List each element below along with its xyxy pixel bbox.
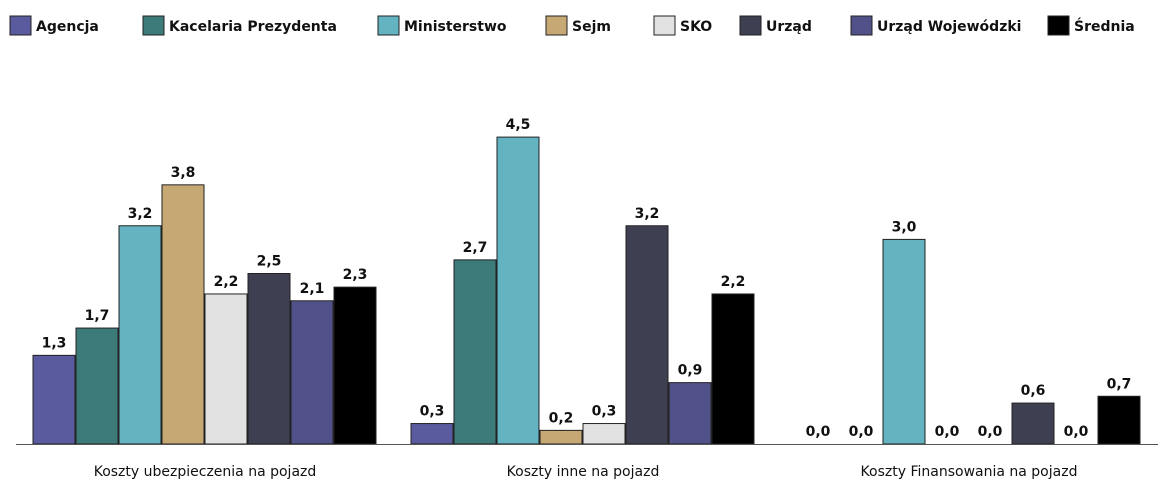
- bar-kacelaria-prezydenta-2: [453, 259, 497, 445]
- data-label-srednia-2: 2,2: [721, 274, 746, 290]
- bar-srednia-1: [333, 286, 377, 445]
- data-label-kacelaria-prezydenta-2: 2,7: [463, 240, 488, 256]
- legend-swatch-ministerstwo: [377, 15, 400, 36]
- legend-label-sejm: Sejm: [572, 19, 611, 35]
- data-label-sejm-1: 3,8: [171, 165, 196, 181]
- data-label-sejm-2: 0,2: [549, 410, 574, 426]
- bar-sko-2: [582, 423, 626, 445]
- bar-sko-1: [204, 293, 248, 445]
- bar-urzad-2: [625, 225, 669, 445]
- legend-label-urzad: Urząd: [766, 19, 812, 35]
- bar-sejm-1: [161, 184, 205, 445]
- legend-swatch-urzad-wojewodzki: [850, 15, 873, 36]
- data-label-agencja-1: 1,3: [42, 335, 67, 351]
- legend-label-srednia: Średnia: [1074, 17, 1135, 35]
- bar-sejm-2: [539, 429, 583, 445]
- data-label-urzad-2: 3,2: [635, 206, 660, 222]
- bar-urzad-wojewodzki-1: [290, 300, 334, 445]
- data-label-urzad-3: 0,6: [1021, 383, 1046, 399]
- category-label-1: Koszty ubezpieczenia na pojazd: [94, 464, 317, 480]
- bar-ministerstwo-3: [882, 238, 926, 445]
- data-label-urzad-wojewodzki-3: 0,0: [1064, 424, 1089, 440]
- bar-agencja-2: [410, 423, 454, 445]
- bar-urzad-wojewodzki-2: [668, 382, 712, 445]
- data-label-kacelaria-prezydenta-1: 1,7: [85, 308, 110, 324]
- legend-swatch-srednia: [1047, 15, 1070, 36]
- bar-urzad-1: [247, 273, 291, 445]
- bar-srednia-3: [1097, 395, 1141, 445]
- bar-srednia-2: [711, 293, 755, 445]
- legend-label-urzad-wojewodzki: Urząd Wojewódzki: [877, 19, 1021, 35]
- legend-swatch-agencja: [9, 15, 32, 36]
- legend: Agencja Kacelaria Prezydenta Ministerstwo S…: [9, 15, 1135, 36]
- category-label-2: Koszty inne na pojazd: [507, 464, 660, 480]
- legend-swatch-sko: [653, 15, 676, 36]
- data-label-srednia-1: 2,3: [343, 267, 368, 283]
- x-axis: Koszty ubezpieczenia na pojazd Koszty inn…: [16, 444, 1158, 480]
- plot-area: 1,3 1,7 3,2 3,8 2,2 2,5 2,1 2,3 0,3 2,7 4,5 0,2 0,3 3…: [32, 117, 1141, 445]
- data-label-agencja-3: 0,0: [806, 424, 831, 440]
- bar-ministerstwo-1: [118, 225, 162, 445]
- data-label-urzad-wojewodzki-1: 2,1: [300, 281, 325, 297]
- legend-swatch-urzad: [739, 15, 762, 36]
- data-label-sko-1: 2,2: [214, 274, 239, 290]
- data-label-ministerstwo-1: 3,2: [128, 206, 153, 222]
- bar-agencja-1: [32, 354, 76, 445]
- bar-urzad-3: [1011, 402, 1055, 445]
- legend-label-ministerstwo: Ministerstwo: [404, 19, 507, 35]
- data-label-sko-3: 0,0: [978, 424, 1003, 440]
- data-label-ministerstwo-3: 3,0: [892, 219, 917, 235]
- data-label-agencja-2: 0,3: [420, 404, 445, 420]
- legend-swatch-kacelaria-prezydenta: [142, 15, 165, 36]
- data-label-urzad-wojewodzki-2: 0,9: [678, 363, 703, 379]
- data-label-sejm-3: 0,0: [935, 424, 960, 440]
- legend-label-sko: SKO: [680, 19, 712, 35]
- legend-label-agencja: Agencja: [36, 19, 99, 35]
- data-label-ministerstwo-2: 4,5: [506, 117, 531, 133]
- data-label-urzad-1: 2,5: [257, 254, 282, 270]
- legend-swatch-sejm: [545, 15, 568, 36]
- data-label-kacelaria-prezydenta-3: 0,0: [849, 424, 874, 440]
- data-label-sko-2: 0,3: [592, 404, 617, 420]
- category-label-3: Koszty Finansowania na pojazd: [861, 464, 1078, 480]
- bar-ministerstwo-2: [496, 136, 540, 445]
- data-label-srednia-3: 0,7: [1107, 376, 1132, 392]
- bar-kacelaria-prezydenta-1: [75, 327, 119, 445]
- legend-label-kacelaria-prezydenta: Kacelaria Prezydenta: [169, 19, 337, 35]
